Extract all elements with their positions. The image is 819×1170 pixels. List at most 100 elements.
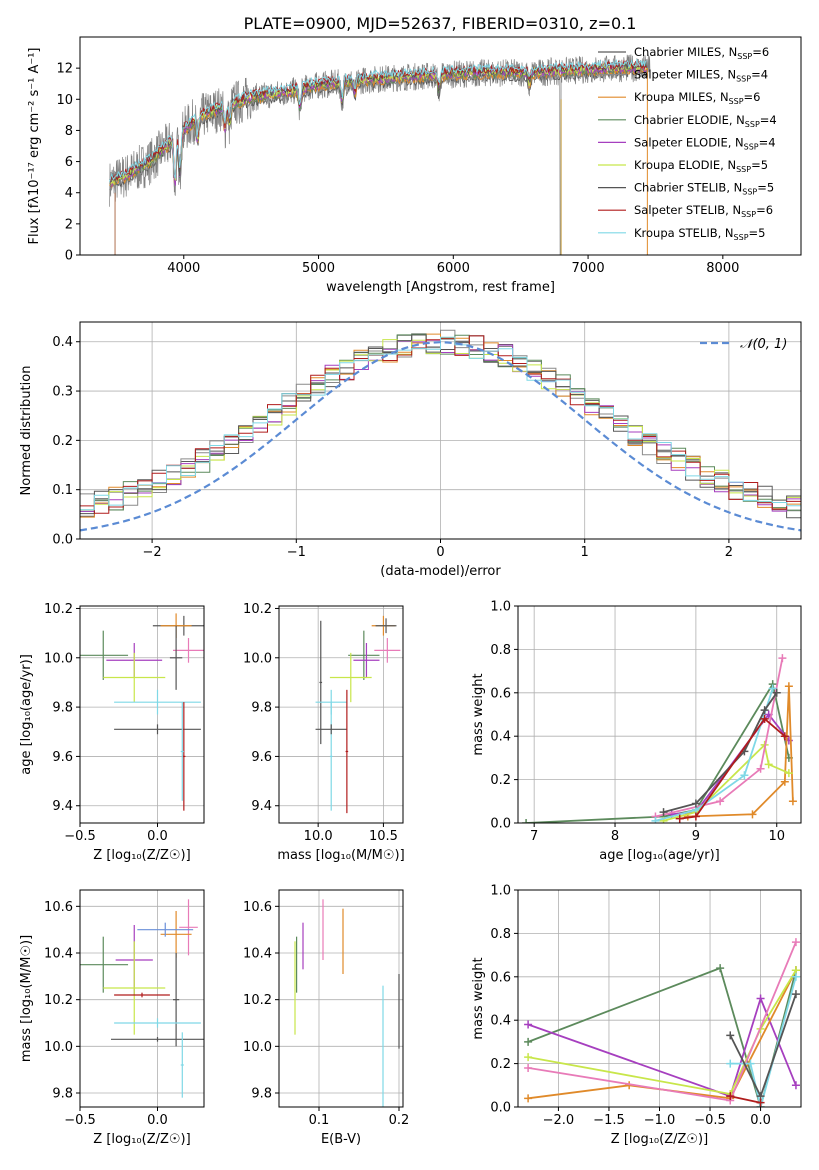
legend-label: Chabrier MILES, NSSP=6 [634,45,769,61]
weight-marker [780,777,789,786]
x-tick-label: −0.5 [64,1113,96,1128]
plot-area [522,654,797,823]
x-tick-label: 10.5 [369,829,398,844]
chart-age-vs-mass: 10.0 10.5 9.4 9.6 9.8 10.0 10.2 mass [log₁₀(M/M… [243,602,405,863]
x-axis-label: (data-model)/error [380,564,501,579]
y-tick-label: 0.6 [490,970,511,985]
y-tick-label: 9.6 [52,750,73,765]
y-tick-label: 0.2 [490,773,511,788]
weight-marker [760,706,769,715]
weight-marker [748,810,757,819]
x-tick-label: 2 [725,545,733,560]
x-tick-label: −0.5 [64,829,96,844]
y-tick-label: 0.0 [52,533,73,548]
x-tick-label: 4000 [167,261,200,276]
x-tick-label: 0.1 [309,1113,330,1128]
y-tick-label: 10.2 [243,993,272,1008]
axes-frame [79,605,205,824]
x-tick-label: −0.5 [694,1113,726,1128]
y-tick-label: 9.8 [52,701,73,716]
weight-marker [691,812,700,821]
x-tick-label: 0.0 [147,829,168,844]
y-tick-label: 0.4 [52,335,73,350]
y-tick-label: 10.2 [44,993,73,1008]
y-tick-label: 2 [65,217,73,232]
legend-label: Kroupa MILES, NSSP=6 [634,90,760,106]
weight-series-line [655,688,774,822]
weight-series-line [527,941,797,1102]
y-tick-label: 10.0 [44,1040,73,1055]
chart-age-vs-Z: −0.5 0.0 9.4 9.6 9.8 10.0 10.2 Z [log₁₀(Z/Z☉)] a… [19,602,205,863]
legend-label: Kroupa ELODIE, NSSP=5 [634,158,768,174]
y-tick-label: 12 [56,62,73,77]
weight-series-line [679,717,786,820]
x-tick-label: 10 [768,829,785,844]
y-tick-label: 0.1 [52,483,73,498]
y-tick-label: 9.4 [251,799,272,814]
chart-weight-vs-Z: −2.0 −1.5 −1.0 −0.5 0.0 0.0 0.2 0.4 0.6 0.8 1.0 Z [… [471,884,802,1147]
legend-label: Chabrier ELODIE, NSSP=4 [634,113,777,129]
weight-marker [726,1059,735,1068]
y-tick-label: 0.8 [490,643,511,658]
chart-spectrum: 4000 5000 6000 7000 8000 0 2 4 6 8 10 12 wavelength … [27,36,802,295]
weight-marker [791,972,800,981]
x-axis-label: mass [log₁₀(M/M☉)] [277,848,404,863]
y-tick-label: 0.6 [490,686,511,701]
weight-marker [716,797,725,806]
weight-marker [784,682,793,691]
y-tick-label: 10.4 [243,947,272,962]
axes-frame [517,889,802,1108]
y-tick-label: 10.2 [44,602,73,617]
weight-marker [772,688,781,697]
x-tick-label: 7000 [572,261,605,276]
weight-marker [524,1063,533,1072]
y-tick-label: 10 [56,93,73,108]
weight-marker [675,814,684,823]
plot-area [80,899,204,1098]
y-axis-label: mass weight [471,673,486,755]
y-tick-label: 9.8 [52,1087,73,1102]
x-tick-label: 8000 [706,261,739,276]
weight-marker [726,1092,735,1101]
y-tick-label: 10.0 [243,1040,272,1055]
y-tick-label: 10.6 [44,900,73,915]
weight-marker [524,1037,533,1046]
weight-series-line [526,681,790,823]
plot-area [80,329,801,532]
x-tick-label: 1 [581,545,589,560]
weight-marker [788,797,797,806]
weight-marker [756,994,765,1003]
y-tick-label: 0.4 [490,730,511,745]
x-axis-label: Z [log₁₀(Z/Z☉)] [93,1132,190,1147]
x-tick-label: 6000 [437,261,470,276]
x-axis-label: E(B-V) [321,1132,361,1147]
x-tick-label: −1.0 [644,1113,676,1128]
x-tick-label: −2.0 [543,1113,575,1128]
x-tick-label: 10.0 [304,829,333,844]
legend-label: Chabrier STELIB, NSSP=5 [634,181,774,197]
x-tick-label: 0.0 [750,1113,771,1128]
chart-residuals: −2 −1 0 1 2 0.0 0.1 0.2 0.3 0.4 (data-model)/error… [19,321,802,579]
figure-title: PLATE=0900, MJD=52637, FIBERID=0310, z=0… [244,14,637,33]
weight-marker [784,769,793,778]
x-tick-label: 9 [692,829,700,844]
x-axis-label: age [log₁₀(age/yr)] [599,848,720,863]
weight-series-line [527,969,797,1096]
y-tick-label: 10.6 [243,900,272,915]
histogram-step [80,334,801,515]
y-tick-label: 0.3 [52,385,73,400]
x-tick-label: 0 [436,545,444,560]
y-tick-label: 1.0 [490,600,511,615]
weight-marker [726,1031,735,1040]
weight-series-line [730,1095,761,1104]
y-tick-label: 10.0 [44,651,73,666]
weight-marker [651,816,660,823]
x-tick-label: 7 [530,829,538,844]
weight-marker [716,964,725,973]
weight-marker [691,799,700,808]
axes-frame [517,605,802,824]
weight-marker [768,684,777,693]
x-tick-label: −1 [287,545,306,560]
y-tick-label: 6 [65,155,73,170]
